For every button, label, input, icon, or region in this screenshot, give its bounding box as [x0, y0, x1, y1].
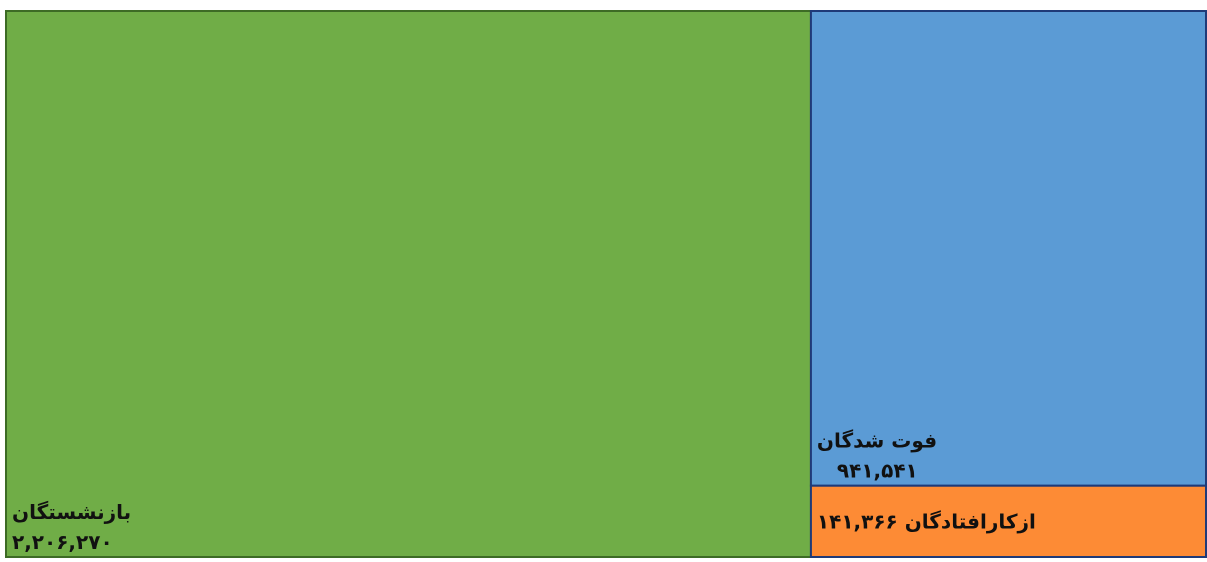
value-label: ۹۴۱,۵۴۱ [837, 459, 918, 483]
spacer [898, 509, 905, 533]
value-label: ۱۴۱,۳۶۶ [817, 509, 898, 533]
treemap-tile [809, 10, 1207, 487]
treemap-tile [809, 484, 1207, 558]
category-label: بازنشستگان [12, 500, 131, 524]
category-label: ازکارافتادگان [905, 509, 1036, 533]
category-label: فوت شدگان [817, 429, 937, 453]
treemap-tile [5, 10, 812, 558]
tile-label: ازکارافتادگان ۱۴۱,۳۶۶ [817, 509, 1036, 533]
value-label: ۲,۲۰۶,۲۷۰ [12, 530, 113, 554]
